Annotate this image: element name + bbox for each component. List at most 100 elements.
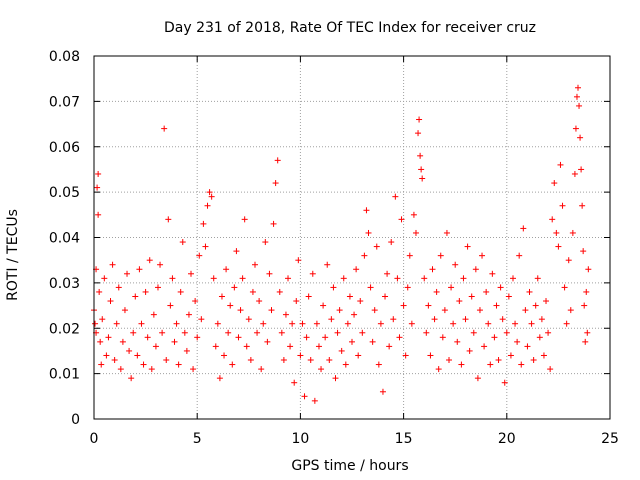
data-point	[495, 357, 502, 364]
data-point	[576, 102, 583, 109]
data-point	[410, 211, 417, 218]
data-point	[578, 166, 585, 173]
data-point	[307, 357, 314, 364]
data-point	[338, 347, 345, 354]
data-point	[285, 275, 292, 282]
data-point	[311, 397, 318, 404]
data-point	[204, 202, 211, 209]
data-point	[309, 270, 316, 277]
data-point	[282, 311, 289, 318]
data-point	[412, 229, 419, 236]
data-point	[390, 316, 397, 323]
data-point	[301, 393, 308, 400]
data-point	[580, 248, 587, 255]
data-point	[291, 379, 298, 386]
data-point	[94, 184, 101, 191]
data-point	[483, 288, 490, 295]
data-point	[92, 320, 99, 327]
data-point	[497, 284, 504, 291]
y-tick-label: 0.06	[49, 140, 80, 156]
y-tick-labels: 0 0.01 0.02 0.03 0.04 0.05 0.06 0.07 0.08	[49, 49, 80, 428]
data-point	[371, 307, 378, 314]
data-point	[406, 252, 413, 259]
data-point	[336, 307, 343, 314]
data-point	[117, 366, 124, 373]
data-point	[132, 293, 139, 300]
data-point	[532, 302, 539, 309]
data-point	[394, 275, 401, 282]
x-tick-label: 20	[498, 431, 516, 447]
data-point	[534, 275, 541, 282]
data-point	[584, 329, 591, 336]
data-point	[126, 347, 133, 354]
data-point	[384, 270, 391, 277]
data-point	[351, 311, 358, 318]
x-tick-label: 0	[90, 431, 99, 447]
data-point	[179, 239, 186, 246]
data-point	[448, 284, 455, 291]
data-point	[200, 220, 207, 227]
data-point	[124, 270, 131, 277]
data-point	[247, 357, 254, 364]
data-point	[569, 229, 576, 236]
data-point	[258, 366, 265, 373]
data-point	[270, 220, 277, 227]
data-point	[583, 288, 590, 295]
data-point	[493, 302, 500, 309]
data-point	[543, 298, 550, 305]
data-point	[577, 134, 584, 141]
data-point	[148, 366, 155, 373]
data-point	[392, 193, 399, 200]
data-point	[340, 275, 347, 282]
data-point	[538, 316, 545, 323]
data-point	[416, 116, 423, 123]
data-point	[181, 329, 188, 336]
data-point	[472, 266, 479, 273]
data-point	[115, 284, 122, 291]
y-tick-label: 0.02	[49, 321, 80, 337]
data-point	[388, 239, 395, 246]
data-point	[573, 93, 580, 100]
data-point	[235, 334, 242, 341]
data-point	[326, 357, 333, 364]
data-point	[571, 170, 578, 177]
data-point	[540, 352, 547, 359]
data-point	[514, 338, 521, 345]
data-point	[97, 338, 104, 345]
data-point	[249, 288, 256, 295]
data-point	[545, 329, 552, 336]
y-tick-label: 0.05	[49, 185, 80, 201]
data-point	[526, 288, 533, 295]
data-point	[171, 338, 178, 345]
data-point	[202, 243, 209, 250]
data-point	[109, 261, 116, 268]
data-point	[417, 152, 424, 159]
data-point	[274, 157, 281, 164]
data-point	[177, 288, 184, 295]
data-point	[142, 288, 149, 295]
data-point	[330, 284, 337, 291]
data-point	[359, 329, 366, 336]
data-point	[427, 352, 434, 359]
data-point	[243, 343, 250, 350]
data-point	[223, 266, 230, 273]
data-point	[435, 366, 442, 373]
data-point	[165, 216, 172, 223]
data-point	[245, 316, 252, 323]
data-point	[152, 343, 159, 350]
data-point	[150, 311, 157, 318]
data-point	[408, 320, 415, 327]
data-point	[231, 284, 238, 291]
data-point	[522, 307, 529, 314]
data-point	[256, 298, 263, 305]
x-tick-label: 10	[291, 431, 309, 447]
data-point	[161, 125, 168, 132]
data-point	[276, 288, 283, 295]
data-point	[419, 175, 426, 182]
data-point	[318, 366, 325, 373]
data-point	[579, 202, 586, 209]
x-tick-label: 25	[601, 431, 619, 447]
data-point	[121, 307, 128, 314]
data-point	[421, 275, 428, 282]
